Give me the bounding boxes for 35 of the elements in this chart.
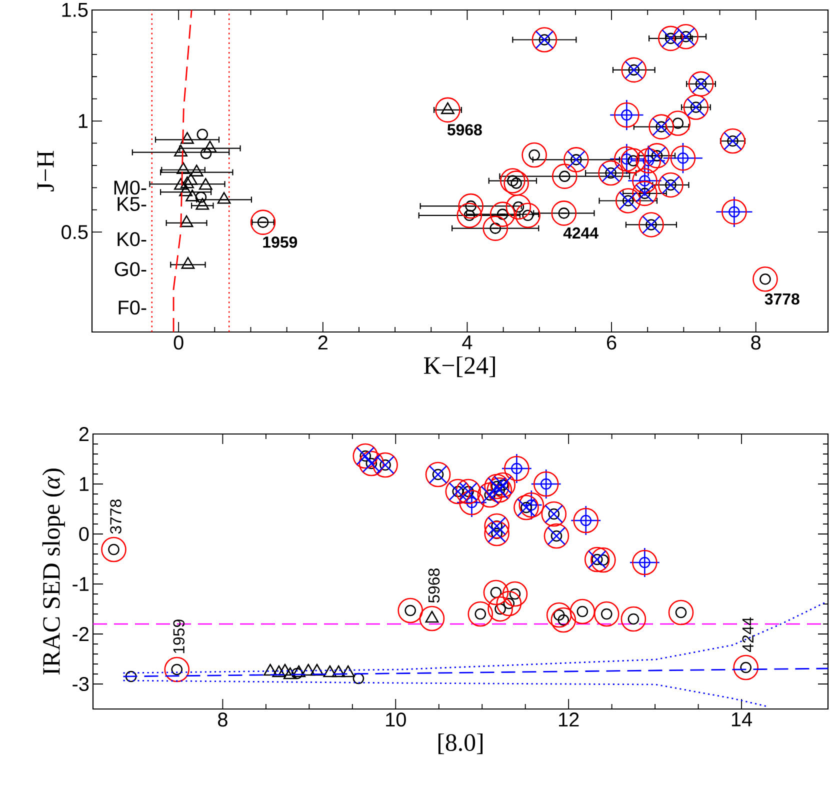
y-axis-title: J−H [37,150,54,192]
y-tick-label: 1 [78,114,88,128]
y-tick-label: 2 [79,427,88,441]
x-axis-title: [8.0] [438,733,483,754]
x-tick-label: 6 [607,336,616,350]
x-tick-label: 8 [218,712,228,727]
annotation: 5968 [428,568,440,603]
annotation: F0- [118,300,146,315]
y-tick-label: -2 [72,627,88,641]
x-tick-label: 12 [559,712,579,726]
y-tick-label: -1 [72,577,89,591]
y-tick-label: 1.5 [62,3,88,17]
y-axis-title: IRAC SED slope (α) [42,468,65,675]
x-tick-label: 14 [732,712,752,726]
annotation: 1959 [173,620,185,654]
x-tick-label: 2 [318,336,328,350]
annotation: K0- [118,232,146,246]
annotation: 3778 [110,500,122,534]
y-tick-label: 1 [80,477,89,491]
annotation: K5- [118,197,146,212]
annotation: M0- [114,180,146,195]
annotation: 5968 [447,124,482,136]
y-tick-label: 0 [79,526,89,542]
x-tick-label: 8 [751,336,761,350]
x-tick-label: 10 [386,712,406,727]
x-axis-title: K−[24] [424,356,495,378]
x-tick-label: 4 [462,336,472,350]
annotation: 3778 [764,293,800,305]
annotation: 4244 [563,227,598,239]
annotation: 1959 [263,236,298,248]
annotation: 4244 [742,617,754,652]
y-tick-label: 0.5 [62,225,88,240]
annotation: G0- [114,262,146,276]
x-tick-label: 0 [174,336,184,350]
y-tick-label: -3 [72,676,89,692]
